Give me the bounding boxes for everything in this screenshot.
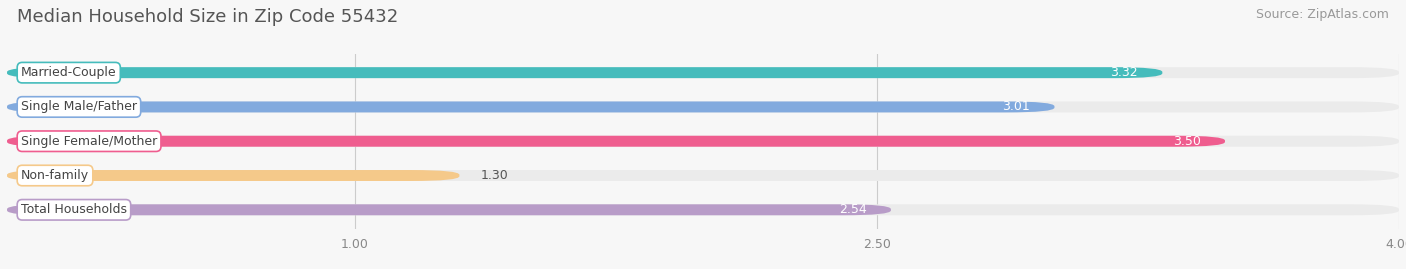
FancyBboxPatch shape bbox=[7, 170, 460, 181]
FancyBboxPatch shape bbox=[7, 204, 1399, 215]
Text: 1.30: 1.30 bbox=[481, 169, 508, 182]
FancyBboxPatch shape bbox=[7, 170, 1399, 181]
Text: Source: ZipAtlas.com: Source: ZipAtlas.com bbox=[1256, 8, 1389, 21]
Text: Total Households: Total Households bbox=[21, 203, 127, 216]
FancyBboxPatch shape bbox=[7, 67, 1163, 78]
Text: Median Household Size in Zip Code 55432: Median Household Size in Zip Code 55432 bbox=[17, 8, 398, 26]
Text: Single Female/Mother: Single Female/Mother bbox=[21, 135, 157, 148]
Text: 3.50: 3.50 bbox=[1173, 135, 1201, 148]
FancyBboxPatch shape bbox=[7, 204, 891, 215]
FancyBboxPatch shape bbox=[7, 67, 1399, 78]
FancyBboxPatch shape bbox=[7, 101, 1054, 112]
Text: 2.54: 2.54 bbox=[839, 203, 866, 216]
Text: Single Male/Father: Single Male/Father bbox=[21, 100, 136, 114]
FancyBboxPatch shape bbox=[7, 136, 1225, 147]
Text: Non-family: Non-family bbox=[21, 169, 89, 182]
Text: 3.01: 3.01 bbox=[1002, 100, 1031, 114]
FancyBboxPatch shape bbox=[7, 101, 1399, 112]
FancyBboxPatch shape bbox=[7, 136, 1399, 147]
Text: 3.32: 3.32 bbox=[1111, 66, 1137, 79]
Text: Married-Couple: Married-Couple bbox=[21, 66, 117, 79]
